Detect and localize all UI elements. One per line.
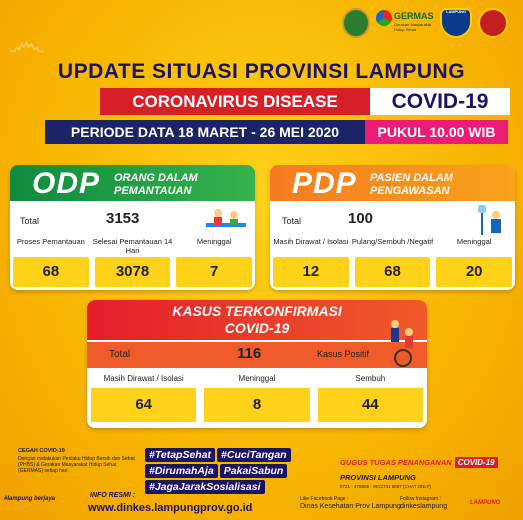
stat-value: 12	[273, 257, 349, 287]
stat-label: Meninggal	[238, 374, 276, 383]
odp-card: ODP ORANG DALAM PEMANTAUAN Total 3153 Pr…	[10, 165, 255, 290]
stat-value: 68	[13, 257, 89, 287]
pdp-stat-dirawat: Masih Dirawat / Isolasi 12	[270, 235, 352, 287]
stat-label: Selesai Pemantauan 14 Hari	[92, 237, 173, 255]
facebook-label: Like Facebook Page :	[300, 496, 349, 502]
stat-value: 64	[91, 388, 197, 422]
confirmed-stat-meninggal: Meninggal 8	[200, 372, 313, 422]
confirmed-stats-row: Masih Dirawat / Isolasi 64 Meninggal 8 S…	[87, 372, 427, 422]
hashtag: #CuciTangan	[217, 448, 291, 462]
task-force-block: GUGUS TUGAS PENANGANAN COVID-19 PROVINSI …	[340, 452, 515, 489]
odp-stats-row: Proses Pemantauan 68 Selesai Pemantauan …	[10, 235, 255, 287]
hashtag-list: #TetapSehat #CuciTangan #DirumahAja Paka…	[145, 448, 335, 494]
cegah-title: CEGAH COVID-19	[18, 448, 65, 454]
berjaya-logo: LAMPUNG	[470, 500, 501, 506]
info-resmi-label: INFO RESMI :	[90, 492, 136, 499]
confirmed-total-bar: Total 116 Kasus Positif	[87, 342, 427, 368]
confirmed-positif-label: Kasus Positif	[317, 349, 370, 359]
confirmed-title-1: KASUS TERKONFIRMASI	[172, 303, 342, 319]
confirmed-title-2: COVID-19	[224, 320, 290, 336]
pdp-total-value: 100	[348, 210, 374, 227]
page-title: UPDATE SITUASI PROVINSI LAMPUNG	[57, 60, 466, 83]
hashtag: #JagaJarakSosialisasi	[145, 480, 265, 494]
facebook-link[interactable]: Dinas Kesehatan Prov Lampung	[300, 503, 401, 510]
confirmed-stat-sembuh: Sembuh 44	[314, 372, 427, 422]
army-logo	[478, 8, 508, 38]
odp-total-value: 3153	[106, 210, 140, 227]
instagram-label: Follow Instagram :	[400, 496, 441, 502]
stat-label: Sembuh	[355, 374, 386, 383]
confirmed-stat-dirawat: Masih Dirawat / Isolasi 64	[87, 372, 200, 422]
police-logo-text: LAMPUNG	[445, 9, 467, 14]
germas-mark-icon	[376, 10, 392, 26]
odp-subtitle-1: ORANG DALAM	[114, 172, 198, 184]
odp-stat-selesai: Selesai Pemantauan 14 Hari 3078	[92, 235, 174, 287]
confirmed-cases-card: KASUS TERKONFIRMASI COVID-19 Total 116 K…	[87, 300, 427, 428]
odp-total-label: Total	[20, 216, 40, 226]
stat-label: Meninggal	[456, 237, 492, 246]
instagram-link[interactable]: dinkeslampung	[400, 503, 448, 510]
stat-value: 7	[176, 257, 253, 287]
stat-label: Masih Dirawat / Isolasi	[103, 374, 184, 383]
stat-label: Meninggal	[196, 237, 232, 246]
odp-card-header: ODP ORANG DALAM PEMANTAUAN	[10, 165, 255, 201]
hashtag: #TetapSehat	[145, 448, 216, 462]
cegah-body: Dengan melakukan Perilaku Hidup Bersih d…	[18, 456, 135, 474]
pdp-stats-row: Masih Dirawat / Isolasi 12 Pulang/Sembuh…	[270, 235, 515, 287]
stat-value: 20	[436, 257, 513, 287]
pdp-subtitle-1: PASIEN DALAM	[370, 172, 453, 184]
time-band: PUKUL 10.00 WIB	[365, 120, 508, 144]
task-force-covid: COVID-19	[454, 457, 498, 468]
stat-value: 3078	[94, 257, 171, 287]
health-worker-icon	[206, 209, 246, 227]
pdp-card: PDP PASIEN DALAM PENGAWASAN Total 100 Ma…	[270, 165, 515, 290]
cegah-covid-note: CEGAH COVID-19 Dengan melakukan Perilaku…	[18, 448, 138, 474]
stat-value: 44	[317, 388, 423, 422]
odp-subtitle-2: PEMANTAUAN	[114, 185, 192, 197]
hotline-text: 0721 - 476508 · 0812741 5087 (CHAT ONLY)	[340, 484, 432, 489]
task-force-title: GUGUS TUGAS PENANGANAN	[340, 458, 452, 467]
pdp-stat-sembuh: Pulang/Sembuh /Negatif 68	[352, 235, 434, 287]
period-band: PERIODE DATA 18 MARET - 26 MEI 2020	[45, 120, 365, 144]
stat-value: 68	[354, 257, 431, 287]
hashtag: #DirumahAja	[145, 464, 218, 478]
stat-label: Proses Pemantauan	[16, 237, 85, 246]
covid-band: COVID-19	[370, 88, 510, 115]
police-logo: LAMPUNG	[440, 8, 472, 38]
iv-drip-patient-icon	[478, 205, 501, 235]
task-force-province: PROVINSI LAMPUNG	[340, 473, 416, 482]
odp-abbr: ODP	[32, 167, 101, 200]
confirmed-total-value: 116	[237, 345, 262, 362]
wheelchair-patient-icon	[391, 320, 413, 367]
disease-band: CORONAVIRUS DISEASE	[100, 88, 370, 115]
germas-logo-text: GERMAS	[394, 11, 434, 21]
info-website-link[interactable]: www.dinkes.lampungprov.go.id	[88, 502, 253, 514]
pdp-total-label: Total	[282, 216, 302, 226]
stat-value: 8	[204, 388, 310, 422]
germas-logo-subtext: Gerakan Masyarakat Hidup Sehat	[394, 22, 432, 32]
odp-stat-proses: Proses Pemantauan 68	[10, 235, 92, 287]
odp-stat-meninggal: Meninggal 7	[173, 235, 255, 287]
hashtag: PakaiSabun	[219, 464, 288, 478]
confirmed-cases-header: KASUS TERKONFIRMASI COVID-19	[87, 300, 427, 340]
confirmed-total-label: Total	[109, 349, 131, 360]
pdp-stat-meninggal: Meninggal 20	[433, 235, 515, 287]
stat-label: Masih Dirawat / Isolasi	[273, 237, 349, 246]
lampung-berjaya-tagline: #lampung berjaya	[4, 496, 56, 502]
info-bar: INFO RESMI : www.dinkes.lampungprov.go.i…	[0, 490, 523, 520]
pdp-abbr: PDP	[292, 167, 357, 200]
lampung-province-logo	[342, 8, 370, 38]
stat-label: Pulang/Sembuh /Negatif	[351, 237, 434, 246]
germas-logo: GERMAS Gerakan Masyarakat Hidup Sehat	[376, 8, 436, 36]
pdp-subtitle-2: PENGAWASAN	[370, 185, 450, 197]
swirl-ornament-left: ෴	[8, 20, 46, 66]
pdp-card-header: PDP PASIEN DALAM PENGAWASAN	[270, 165, 515, 201]
